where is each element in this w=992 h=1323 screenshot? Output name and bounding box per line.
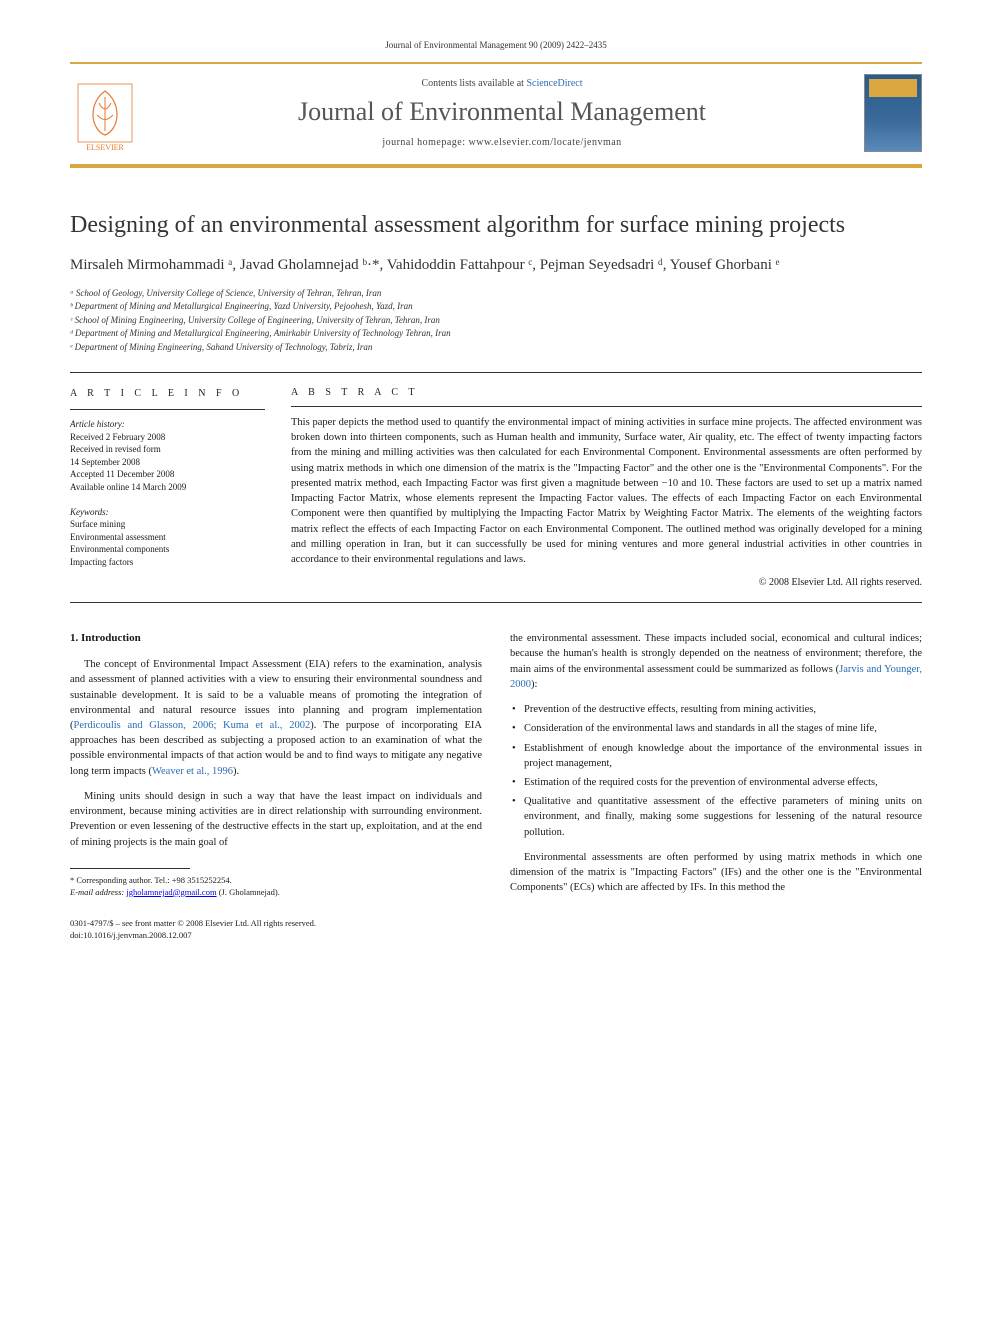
text: ): [531,679,537,690]
email-label: E-mail address: [70,887,126,897]
list-item: Prevention of the destructive effects, r… [510,702,922,717]
footer: 0301-4797/$ – see front matter © 2008 El… [70,918,922,942]
article-info-heading: A R T I C L E I N F O [70,387,265,401]
history-line: Received in revised form [70,443,265,456]
text: ). [233,766,239,777]
abstract-copyright: © 2008 Elsevier Ltd. All rights reserved… [291,577,922,588]
keyword: Surface mining [70,518,265,531]
paragraph: Mining units should design in such a way… [70,789,482,850]
article-history: Article history: Received 2 February 200… [70,418,265,494]
list-item: Estimation of the required costs for the… [510,775,922,790]
corresponding-author: * Corresponding author. Tel.: +98 351525… [70,875,482,887]
footnote-separator [70,868,190,869]
citation-link[interactable]: Perdicoulis and Glasson, 2006; Kuma et a… [74,720,311,731]
text: * Corresponding author. Tel.: [70,875,172,885]
keyword: Environmental assessment [70,531,265,544]
affiliations: ᵃ School of Geology, University College … [70,287,922,355]
paragraph: the environmental assessment. These impa… [510,631,922,692]
abstract-text: This paper depicts the method used to qu… [291,415,922,567]
history-line: Accepted 11 December 2008 [70,468,265,481]
body-columns: 1. Introduction The concept of Environme… [70,631,922,902]
email-link[interactable]: jgholamnejad@gmail.com [126,887,216,897]
banner-center: Contents lists available at ScienceDirec… [156,78,848,148]
list-item: Establishment of enough knowledge about … [510,741,922,771]
contents-prefix: Contents lists available at [421,78,526,89]
journal-citation: Journal of Environmental Management 90 (… [70,40,922,50]
article-info: A R T I C L E I N F O Article history: R… [70,387,265,588]
elsevier-logo: ELSEVIER [70,74,140,152]
abstract: A B S T R A C T This paper depicts the m… [291,387,922,588]
affiliation: ᵇ Department of Mining and Metallurgical… [70,300,922,314]
article-title: Designing of an environmental assessment… [70,210,922,240]
affiliation: ᵃ School of Geology, University College … [70,287,922,301]
history-label: Article history: [70,418,265,431]
text: (J. Gholamnejad). [217,887,280,897]
list-item: Qualitative and quantitative assessment … [510,794,922,840]
paragraph: The concept of Environmental Impact Asse… [70,657,482,779]
keywords-block: Keywords: Surface mining Environmental a… [70,506,265,569]
abstract-heading: A B S T R A C T [291,387,922,398]
keywords-label: Keywords: [70,506,265,519]
bullet-list: Prevention of the destructive effects, r… [510,702,922,840]
citation-link[interactable]: Weaver et al., 1996 [152,766,233,777]
affiliation: ᵉ Department of Mining Engineering, Saha… [70,341,922,355]
history-line: Received 2 February 2008 [70,431,265,444]
keyword: Environmental components [70,543,265,556]
paragraph: Environmental assessments are often perf… [510,850,922,896]
contents-line: Contents lists available at ScienceDirec… [156,78,848,89]
elsevier-label: ELSEVIER [86,143,124,152]
journal-cover-thumb [864,74,922,152]
keyword: Impacting factors [70,556,265,569]
authors: Mirsaleh Mirmohammadi ᵃ, Javad Gholamnej… [70,254,922,277]
footnotes: * Corresponding author. Tel.: +98 351525… [70,875,482,899]
affiliation: ᵈ Department of Mining and Metallurgical… [70,327,922,341]
history-line: 14 September 2008 [70,456,265,469]
affiliation: ᶜ School of Mining Engineering, Universi… [70,314,922,328]
list-item: Consideration of the environmental laws … [510,721,922,736]
sciencedirect-link[interactable]: ScienceDirect [526,78,582,89]
homepage-line: journal homepage: www.elsevier.com/locat… [156,137,848,148]
text: +98 3515252254. [172,875,232,885]
journal-title: Journal of Environmental Management [156,97,848,127]
homepage-prefix: journal homepage: [382,137,468,148]
journal-banner: ELSEVIER Contents lists available at Sci… [70,62,922,168]
homepage-url: www.elsevier.com/locate/jenvman [469,137,622,148]
footer-line2: doi:10.1016/j.jenvman.2008.12.007 [70,930,922,942]
info-abstract-row: A R T I C L E I N F O Article history: R… [70,372,922,603]
footer-line1: 0301-4797/$ – see front matter © 2008 El… [70,918,922,930]
history-line: Available online 14 March 2009 [70,481,265,494]
section-heading-intro: 1. Introduction [70,631,482,647]
email-line: E-mail address: jgholamnejad@gmail.com (… [70,887,482,899]
